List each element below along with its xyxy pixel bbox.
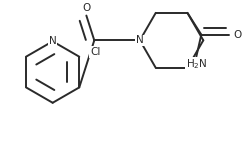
Text: H$_2$N: H$_2$N — [185, 58, 207, 71]
Text: O: O — [82, 3, 90, 13]
Text: O: O — [234, 30, 242, 40]
Text: N: N — [136, 35, 144, 45]
Text: N: N — [49, 36, 56, 46]
Text: Cl: Cl — [90, 47, 100, 57]
